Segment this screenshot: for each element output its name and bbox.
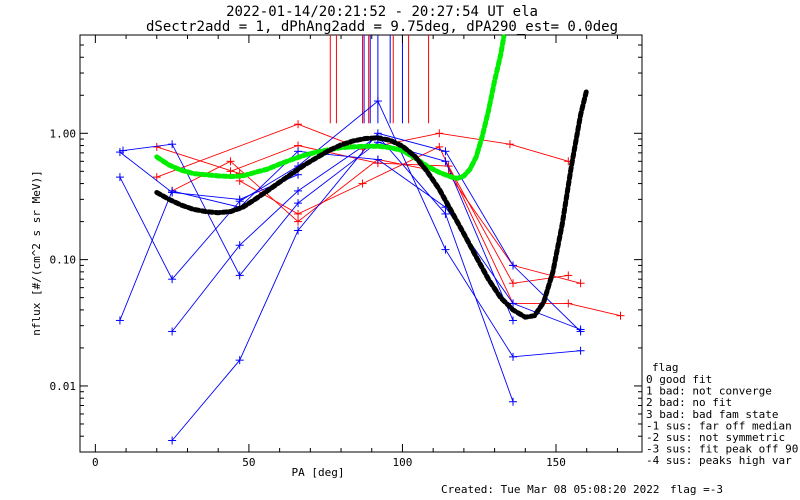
y-tick-label: 0.01 <box>50 380 77 393</box>
legend-entry: -2 sus: not symmetric <box>646 431 785 444</box>
data-point-marker <box>435 129 444 138</box>
flag-legend: flag 0 good fit 1 bad: not converge 2 ba… <box>646 361 798 467</box>
series-8 <box>168 129 585 445</box>
series-line <box>119 150 581 330</box>
data-point-marker <box>509 299 518 308</box>
data-point-marker <box>168 327 177 336</box>
data-point-marker <box>441 245 450 254</box>
data-point-marker <box>441 147 450 156</box>
series-11 <box>154 34 507 181</box>
series-line <box>171 132 581 441</box>
data-point-marker <box>168 188 177 197</box>
legend-entry: 3 bad: bad fam state <box>646 408 778 421</box>
y-tick-label: 1.00 <box>50 127 77 140</box>
vertical-marker-lines <box>329 35 430 124</box>
footer-created-timestamp: Created: Tue Mar 08 05:08:20 2022 <box>441 483 660 496</box>
legend-entry: 0 good fit <box>646 373 712 386</box>
data-point-marker <box>115 316 124 325</box>
data-point-marker <box>294 120 303 129</box>
data-point-marker <box>373 155 382 164</box>
data-point-marker <box>235 356 244 365</box>
data-point-marker <box>115 173 124 182</box>
data-point-marker <box>168 436 177 445</box>
data-point-marker <box>168 275 177 284</box>
data-point-marker <box>294 199 303 208</box>
series-5 <box>115 147 585 334</box>
x-tick-label: 0 <box>92 456 99 469</box>
data-point-marker <box>235 195 244 204</box>
legend-entry: -4 sus: peaks high var <box>646 454 792 467</box>
data-point-marker <box>441 209 450 218</box>
x-axis-label: PA [deg] <box>292 466 345 479</box>
series-line <box>156 123 569 178</box>
data-point-marker <box>168 140 177 149</box>
data-point-marker <box>226 157 235 166</box>
chart-subtitle: dSectr2add = 1, dPhAng2add = 9.75deg, dP… <box>146 19 618 35</box>
data-point-marker <box>226 167 235 176</box>
data-point-marker <box>509 316 518 325</box>
x-tick-label: 50 <box>242 456 255 469</box>
legend-entry: -1 sus: far off median <box>646 419 792 432</box>
data-point-marker <box>115 148 124 157</box>
data-point-marker <box>576 346 585 355</box>
data-point-marker <box>564 299 573 308</box>
data-point-marker <box>358 179 367 188</box>
chart-title: 2022-01-14/20:21:52 - 20:27:54 UT ela <box>226 4 538 20</box>
y-tick-label: 0.10 <box>50 254 77 267</box>
series-6 <box>115 97 585 361</box>
legend-entry: 1 bad: not converge <box>646 385 772 398</box>
data-point-marker <box>576 279 585 288</box>
series-12 <box>154 87 590 320</box>
data-point-marker <box>294 186 303 195</box>
data-point-marker <box>564 271 573 280</box>
data-point-marker <box>509 352 518 361</box>
data-point-marker <box>509 261 518 270</box>
series-9 <box>118 138 518 325</box>
data-point-marker <box>294 226 303 235</box>
data-point-marker <box>576 327 585 336</box>
data-point-marker <box>441 157 450 166</box>
data-point-marker <box>235 271 244 280</box>
data-point-marker <box>294 147 303 156</box>
fit-curve <box>154 87 590 320</box>
series-line <box>171 135 514 402</box>
data-point-marker <box>235 241 244 250</box>
data-point-marker <box>294 217 303 226</box>
y-axis-label: nflux [#/(cm^2 s sr MeV)] <box>30 170 43 336</box>
x-tick-label: 100 <box>393 456 413 469</box>
axes-layer: 0 50 100 150 0.01 0.10 1.00 <box>50 34 642 469</box>
footer-flag-value: flag =-3 <box>670 483 723 496</box>
data-point-marker <box>509 397 518 406</box>
legend-title: flag <box>652 361 679 374</box>
x-tick-label: 150 <box>546 456 566 469</box>
plot-area-frame <box>79 34 643 453</box>
data-point-marker <box>152 173 161 182</box>
data-point-marker <box>505 140 514 149</box>
series-line <box>156 146 240 175</box>
data-point-marker <box>373 97 382 106</box>
data-point-marker <box>294 209 303 218</box>
data-point-marker <box>616 311 625 320</box>
fit-curve <box>154 34 507 181</box>
series-line <box>119 100 581 358</box>
series-line <box>230 145 569 284</box>
legend-entries: 0 good fit 1 bad: not converge 2 bad: no… <box>646 373 798 467</box>
legend-entry: 2 bad: no fit <box>646 396 732 409</box>
data-point-marker <box>509 279 518 288</box>
series-layer <box>115 34 625 445</box>
legend-entry: -3 sus: fit peak off 90 <box>646 443 798 456</box>
